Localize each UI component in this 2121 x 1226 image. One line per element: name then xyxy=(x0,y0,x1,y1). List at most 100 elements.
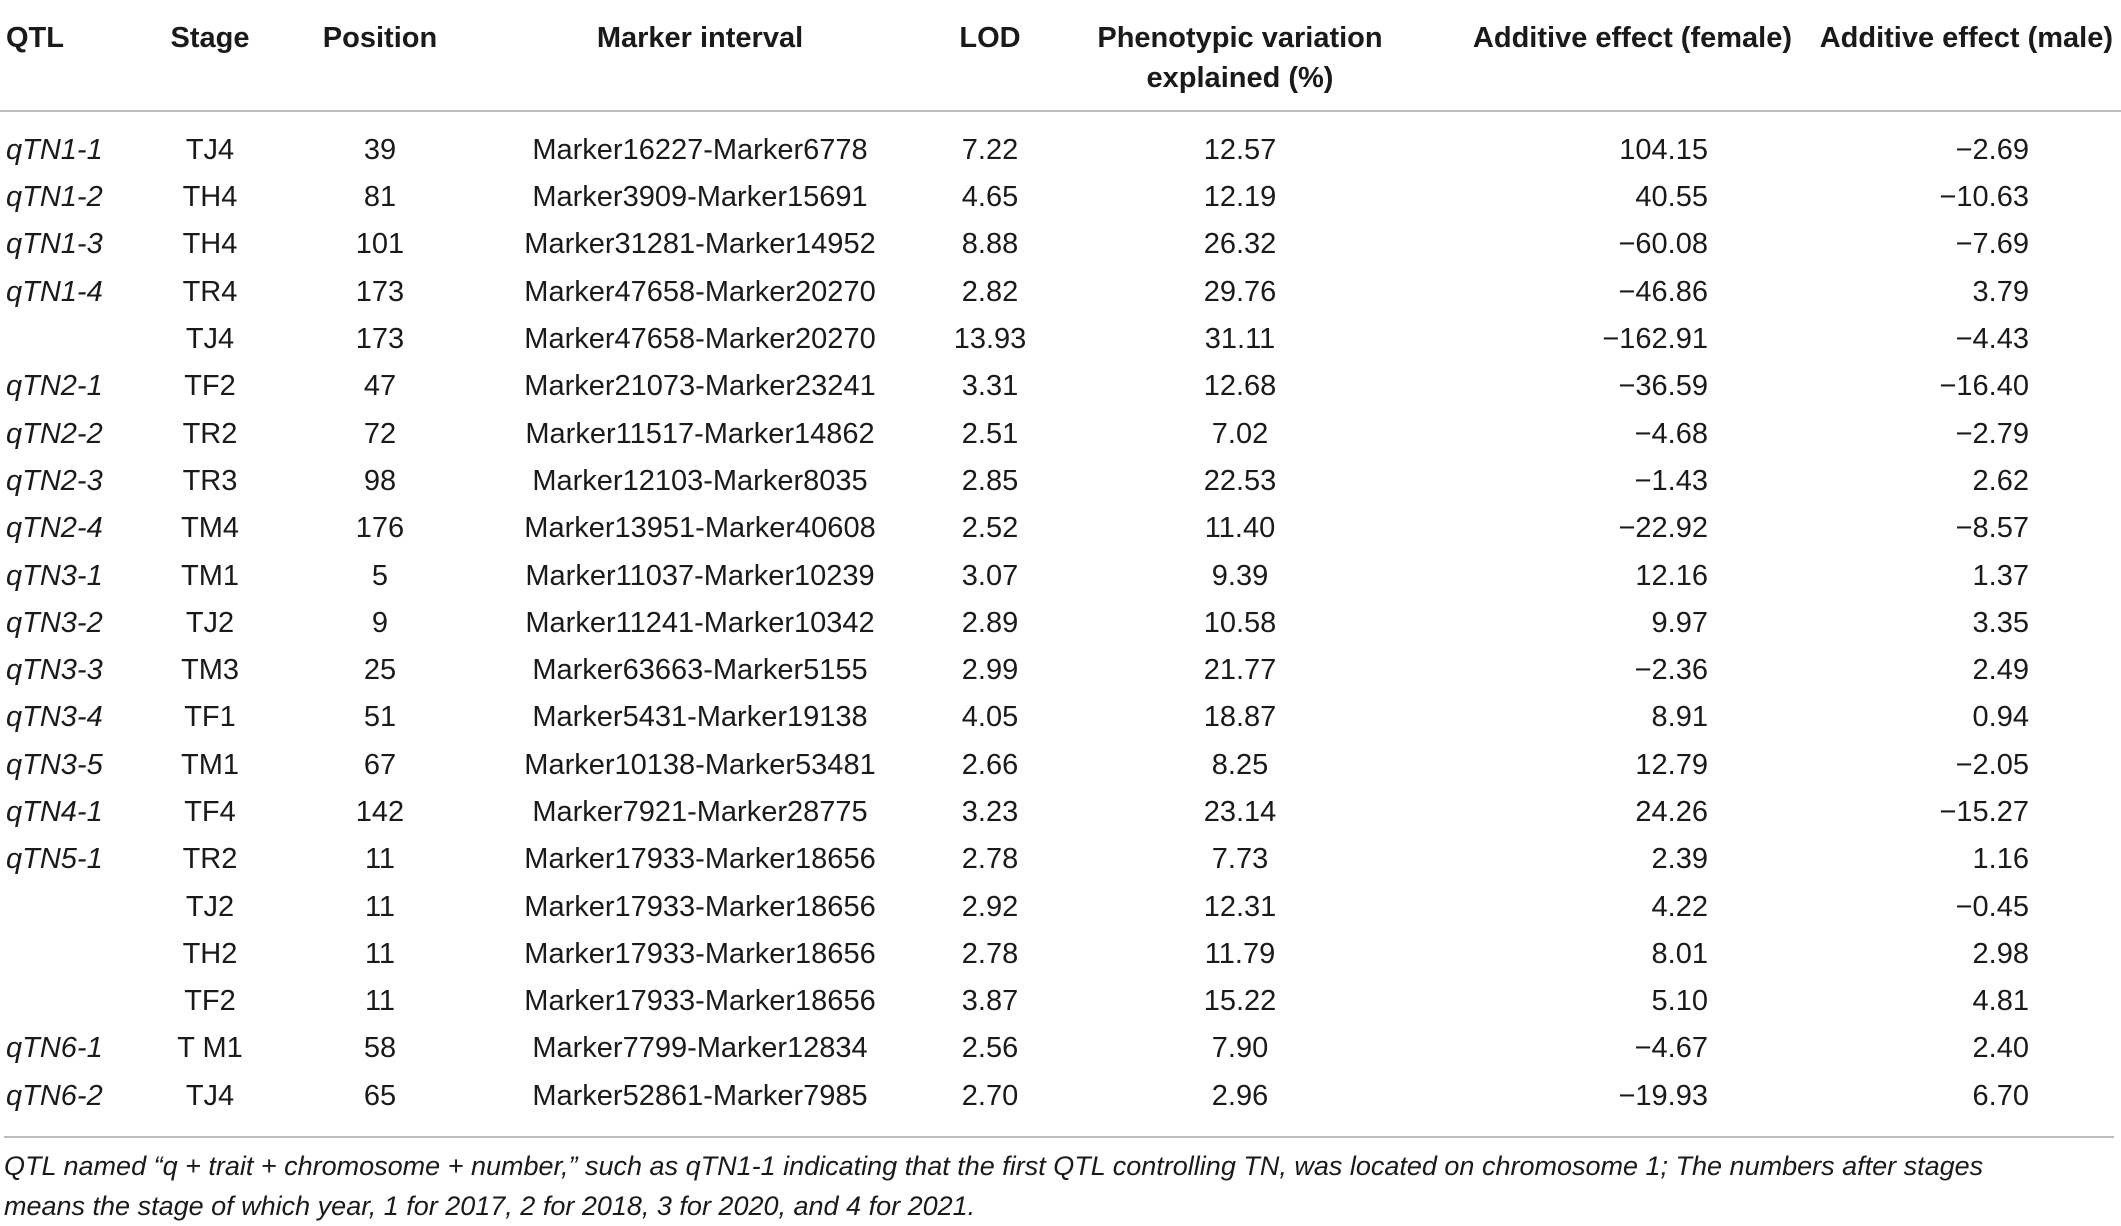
cell-additive-male: −2.69 xyxy=(1955,133,2029,166)
cell-additive-female: −22.92 xyxy=(1618,512,1708,545)
table-row: qTN2-4 TM4 176 Marker13951-Marker40608 2.52 1… xyxy=(0,505,2121,552)
cell-lod: 2.99 xyxy=(961,654,1019,687)
cell-additive-male: 3.79 xyxy=(1972,275,2029,308)
cell-marker-interval: Marker11037-Marker10239 xyxy=(525,559,875,592)
cell-stage: TR4 xyxy=(182,275,238,308)
table-row: qTN1-1 TJ4 39 Marker16227-Marker6778 7.22 12.… xyxy=(0,111,2121,174)
cell-position: 11 xyxy=(364,985,396,1018)
cell-additive-female: 9.97 xyxy=(1651,606,1708,639)
header-row: QTL Stage Position Marker interval LOD P… xyxy=(0,0,2121,112)
cell-additive-female: 40.55 xyxy=(1635,181,1708,214)
cell-stage: TJ2 xyxy=(185,606,235,639)
cell-position: 101 xyxy=(355,228,405,261)
cell-pve: 21.77 xyxy=(1203,654,1277,687)
cell-lod: 7.22 xyxy=(961,133,1019,166)
cell-pve: 8.25 xyxy=(1211,748,1269,781)
cell-pve: 26.32 xyxy=(1203,228,1277,261)
cell-qtl: qTN2-4 xyxy=(6,512,103,545)
header-pve-line2: explained (%) xyxy=(1146,62,1334,94)
cell-lod: 2.82 xyxy=(961,275,1019,308)
cell-lod: 2.85 xyxy=(961,464,1019,497)
cell-qtl: qTN1-4 xyxy=(6,275,103,308)
cell-marker-interval: Marker21073-Marker23241 xyxy=(524,370,876,403)
cell-additive-male: 6.70 xyxy=(1972,1079,2029,1112)
qtl-table: QTL Stage Position Marker interval LOD P… xyxy=(0,0,2121,1124)
table-footnote: QTL named “q + trait + chromosome + numb… xyxy=(4,1136,2114,1226)
cell-position: 5 xyxy=(371,559,389,592)
cell-stage: TF2 xyxy=(184,985,236,1018)
header-qtl: QTL xyxy=(0,0,140,112)
cell-position: 9 xyxy=(371,606,389,639)
cell-additive-female: 4.22 xyxy=(1651,890,1708,923)
cell-lod: 2.78 xyxy=(961,937,1019,970)
cell-position: 81 xyxy=(363,181,397,214)
cell-position: 11 xyxy=(364,937,396,970)
cell-marker-interval: Marker63663-Marker5155 xyxy=(532,654,868,687)
cell-lod: 2.89 xyxy=(961,606,1019,639)
cell-additive-female: −36.59 xyxy=(1618,370,1708,403)
cell-additive-male: 1.16 xyxy=(1972,843,2029,876)
cell-additive-male: 2.98 xyxy=(1972,937,2029,970)
cell-qtl: qTN2-2 xyxy=(6,417,103,450)
cell-qtl: qTN6-1 xyxy=(6,1032,103,1065)
cell-additive-female: −19.93 xyxy=(1618,1079,1708,1112)
table-row: TF2 11 Marker17933-Marker18656 3.87 15.22 5.1… xyxy=(0,978,2121,1025)
cell-pve: 12.19 xyxy=(1203,181,1277,214)
cell-additive-male: 0.94 xyxy=(1972,701,2029,734)
cell-stage: TJ2 xyxy=(185,890,235,923)
header-lod: LOD xyxy=(920,0,1060,112)
cell-additive-female: −60.08 xyxy=(1618,228,1708,261)
table-row: qTN1-4 TR4 173 Marker47658-Marker20270 2.82 2… xyxy=(0,269,2121,316)
cell-additive-female: 104.15 xyxy=(1619,133,1708,166)
cell-position: 67 xyxy=(363,748,397,781)
cell-stage: TJ4 xyxy=(185,1079,235,1112)
cell-stage: TR2 xyxy=(182,843,238,876)
footnote-line2: means the stage of which year, 1 for 201… xyxy=(4,1191,976,1221)
cell-additive-male: 2.49 xyxy=(1972,654,2029,687)
table-row: qTN5-1 TR2 11 Marker17933-Marker18656 2.78 7.… xyxy=(0,836,2121,883)
cell-pve: 7.02 xyxy=(1211,417,1269,450)
cell-lod: 2.66 xyxy=(961,748,1019,781)
cell-pve: 23.14 xyxy=(1203,796,1277,828)
cell-additive-female: 8.91 xyxy=(1651,701,1708,734)
table-header: QTL Stage Position Marker interval LOD P… xyxy=(0,0,2121,112)
cell-lod: 2.56 xyxy=(961,1032,1019,1065)
cell-pve: 22.53 xyxy=(1203,464,1277,497)
cell-lod: 13.93 xyxy=(953,323,1027,356)
cell-pve: 2.96 xyxy=(1211,1079,1269,1112)
cell-stage: TR3 xyxy=(182,464,238,497)
cell-marker-interval: Marker11517-Marker14862 xyxy=(525,417,875,450)
cell-pve: 7.90 xyxy=(1211,1032,1269,1065)
cell-stage: TH2 xyxy=(182,937,238,970)
cell-lod: 3.07 xyxy=(961,559,1019,592)
cell-additive-male: −0.45 xyxy=(1955,890,2029,923)
cell-additive-male: −4.43 xyxy=(1955,323,2029,356)
cell-position: 11 xyxy=(364,843,396,876)
cell-marker-interval: Marker17933-Marker18656 xyxy=(524,890,876,923)
cell-stage: T M1 xyxy=(177,1032,243,1065)
cell-additive-female: −1.43 xyxy=(1634,464,1708,497)
cell-additive-female: 5.10 xyxy=(1651,985,1708,1018)
cell-marker-interval: Marker17933-Marker18656 xyxy=(524,937,876,970)
cell-marker-interval: Marker47658-Marker20270 xyxy=(524,323,876,356)
cell-marker-interval: Marker5431-Marker19138 xyxy=(532,701,868,734)
cell-marker-interval: Marker7921-Marker28775 xyxy=(532,796,868,828)
table-row: qTN6-2 TJ4 65 Marker52861-Marker7985 2.70 2.9… xyxy=(0,1073,2121,1124)
cell-position: 47 xyxy=(363,370,397,403)
cell-position: 39 xyxy=(363,133,397,166)
cell-stage: TF1 xyxy=(184,701,236,734)
cell-marker-interval: Marker31281-Marker14952 xyxy=(524,228,876,261)
cell-additive-female: 2.39 xyxy=(1651,843,1708,876)
cell-additive-male: 4.81 xyxy=(1972,985,2029,1018)
table-row: qTN6-1 T M1 58 Marker7799-Marker12834 2.56 7.… xyxy=(0,1025,2121,1072)
cell-additive-male: −10.63 xyxy=(1939,181,2029,214)
cell-pve: 10.58 xyxy=(1203,606,1277,639)
cell-position: 72 xyxy=(363,417,397,450)
cell-stage: TJ4 xyxy=(185,323,235,356)
header-position: Position xyxy=(280,0,480,112)
table-row: qTN3-1 TM1 5 Marker11037-Marker10239 3.07 9.3… xyxy=(0,552,2121,599)
cell-additive-female: 24.26 xyxy=(1635,796,1708,828)
header-pve: Phenotypic variation explained (%) xyxy=(1060,0,1420,112)
cell-additive-male: −2.05 xyxy=(1955,748,2029,781)
cell-position: 65 xyxy=(363,1079,397,1112)
